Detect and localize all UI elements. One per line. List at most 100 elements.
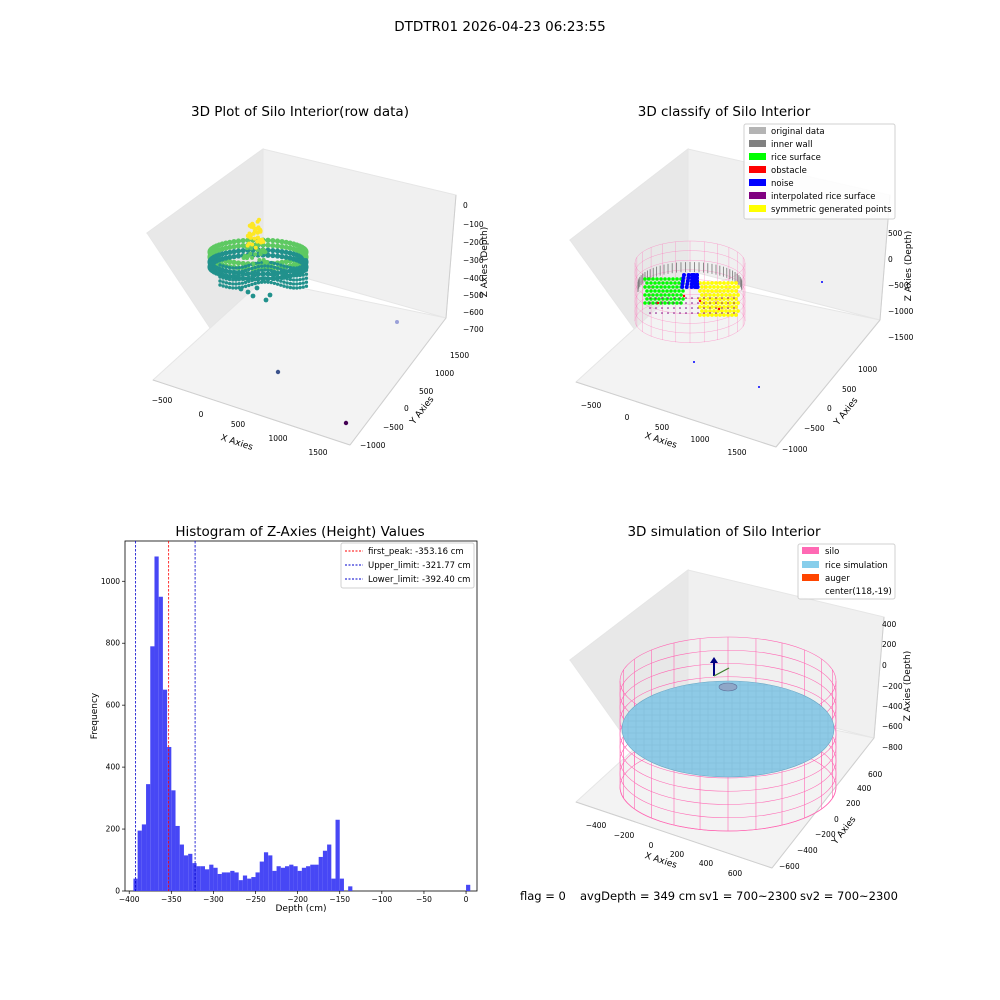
symmetric-point <box>706 281 710 285</box>
symmetric-point <box>726 305 730 309</box>
classify-x-tick: 0 <box>625 413 630 422</box>
raw-point <box>240 260 246 267</box>
symmetric-point <box>730 297 734 301</box>
histogram-bar <box>318 856 323 891</box>
symmetric-point <box>710 289 714 293</box>
raw-point <box>270 242 276 249</box>
simulation-legend-item: rice simulation <box>802 561 888 571</box>
histogram-bar <box>217 873 222 891</box>
simulation-y-tick: −200 <box>815 830 836 839</box>
raw-point <box>285 281 289 285</box>
simulation-x-ticks: −400 −200 0 200 400 600 <box>586 821 743 878</box>
legend-label: rice simulation <box>825 561 888 571</box>
raw-point <box>295 278 299 282</box>
symmetric-point <box>722 313 726 317</box>
interpolated-point <box>691 307 693 309</box>
rice-surface-point <box>647 277 651 281</box>
rice-surface-point <box>657 297 661 301</box>
histogram-bar <box>301 867 307 891</box>
interpolated-point <box>721 312 723 314</box>
raw-point <box>279 263 283 267</box>
raw-point <box>283 239 289 245</box>
raw-point <box>304 276 309 280</box>
raw-point <box>243 284 248 289</box>
raw-point <box>247 279 251 284</box>
raw-point <box>283 244 289 250</box>
raw-point <box>240 277 245 281</box>
rice-surface-point <box>651 301 655 305</box>
raw-point <box>303 258 309 264</box>
histogram-bar <box>200 866 205 891</box>
simulation-x-tick: 0 <box>649 841 654 850</box>
raw-point <box>270 252 276 259</box>
symmetric-point <box>702 281 706 285</box>
raw-point <box>265 237 271 243</box>
raw-point <box>231 239 237 245</box>
simulation-auger <box>710 657 738 692</box>
classify-legend-item: original data <box>749 127 825 137</box>
raw-y-tick: 500 <box>419 387 434 396</box>
raw-point <box>224 273 229 277</box>
raw-z-tick: −600 <box>463 308 484 317</box>
histogram-bar <box>285 866 290 891</box>
raw-point <box>291 274 296 278</box>
rice-surface-point <box>663 285 667 289</box>
interpolated-point <box>697 312 699 314</box>
noise-point <box>695 279 700 283</box>
histogram-reference-lines <box>135 541 196 891</box>
interpolated-point <box>655 297 657 299</box>
histogram-bar <box>234 872 239 891</box>
raw-point <box>218 279 222 283</box>
simulation-legend-item: auger <box>802 574 850 584</box>
raw-point <box>272 277 277 281</box>
raw-point <box>227 273 232 278</box>
rice-surface-point <box>667 285 671 289</box>
raw-point <box>279 283 283 287</box>
raw-point <box>291 278 296 282</box>
raw-point <box>231 278 235 282</box>
obstacle-point <box>656 301 660 305</box>
raw-point <box>291 270 296 274</box>
rice-surface-point <box>675 277 679 281</box>
raw-point <box>255 235 260 240</box>
raw-point <box>221 276 225 280</box>
raw-x-tick: −500 <box>152 396 173 405</box>
rice-surface-point <box>679 293 683 297</box>
raw-point <box>250 278 254 283</box>
raw-point <box>269 264 273 269</box>
legend-swatch <box>749 205 766 212</box>
rice-surface-point <box>667 293 671 297</box>
panel-simulation: 3D simulation of Silo Interior silo rice… <box>568 524 913 878</box>
histogram-bar <box>306 866 311 891</box>
simulation-y-tick: 600 <box>868 770 883 779</box>
rice-surface-point <box>655 277 659 281</box>
histogram-bar <box>171 790 176 891</box>
histogram-title: Histogram of Z-Axies (Height) Values <box>175 524 424 540</box>
raw-point <box>218 275 222 279</box>
noise-point <box>684 285 689 289</box>
raw-point <box>253 269 257 274</box>
raw-point <box>274 243 281 249</box>
raw-point <box>283 249 289 255</box>
raw-z-tick: −700 <box>463 325 484 334</box>
raw-point <box>279 239 285 245</box>
symmetric-point <box>722 297 726 301</box>
histogram-y-ticks: 0 200 400 600 800 1000 <box>101 577 125 896</box>
raw-point <box>221 284 225 288</box>
raw-point <box>259 268 264 272</box>
symmetric-point <box>718 281 722 285</box>
interpolated-point <box>667 297 669 299</box>
histogram-legend-item: Lower_limit: -392.40 cm <box>345 575 470 585</box>
rice-surface-point <box>671 285 675 289</box>
raw-y-tick: 1500 <box>450 351 469 360</box>
interpolated-point <box>733 297 735 299</box>
status-avg-depth: avgDepth = 349 cm <box>580 889 696 903</box>
histogram-x-tick: 0 <box>464 895 469 904</box>
raw-point <box>259 276 264 280</box>
raw-point <box>279 249 285 255</box>
noise-point <box>686 273 691 277</box>
simulation-x-tick: −400 <box>586 821 607 830</box>
histogram-bar <box>272 870 277 891</box>
classify-z-tick: −500 <box>888 281 909 290</box>
